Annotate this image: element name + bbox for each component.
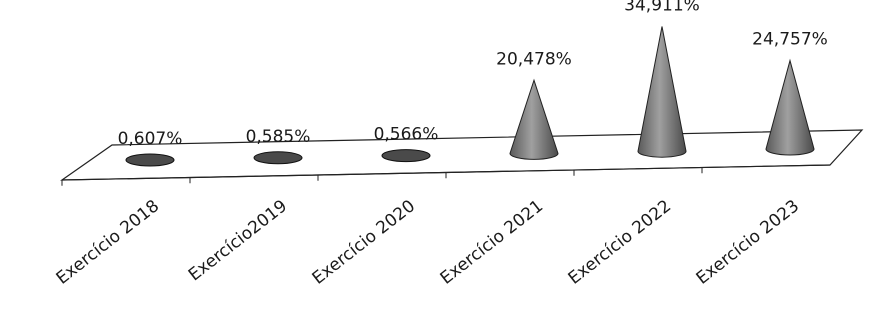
cone-mark xyxy=(381,149,431,163)
data-label: 0,566% xyxy=(374,125,439,145)
data-label: 0,585% xyxy=(246,127,311,147)
x-tick-label: Exercício 2021 xyxy=(437,196,547,288)
data-label: 34,911% xyxy=(624,0,700,16)
cone-mark xyxy=(125,153,175,167)
x-tick-label: Exercício 2023 xyxy=(693,196,803,288)
x-tick-label: Exercício 2018 xyxy=(53,196,163,288)
data-label: 0,607% xyxy=(118,129,183,149)
cone-mark xyxy=(253,151,303,165)
data-label: 24,757% xyxy=(752,30,828,50)
cone-mark xyxy=(637,26,687,158)
cone-mark xyxy=(765,58,815,156)
cone-mark xyxy=(509,78,559,160)
x-tick-label: Exercício2019 xyxy=(185,196,291,285)
data-label: 20,478% xyxy=(496,49,572,69)
x-tick-label: Exercício 2020 xyxy=(309,196,419,288)
x-tick-label: Exercício 2022 xyxy=(565,196,675,288)
